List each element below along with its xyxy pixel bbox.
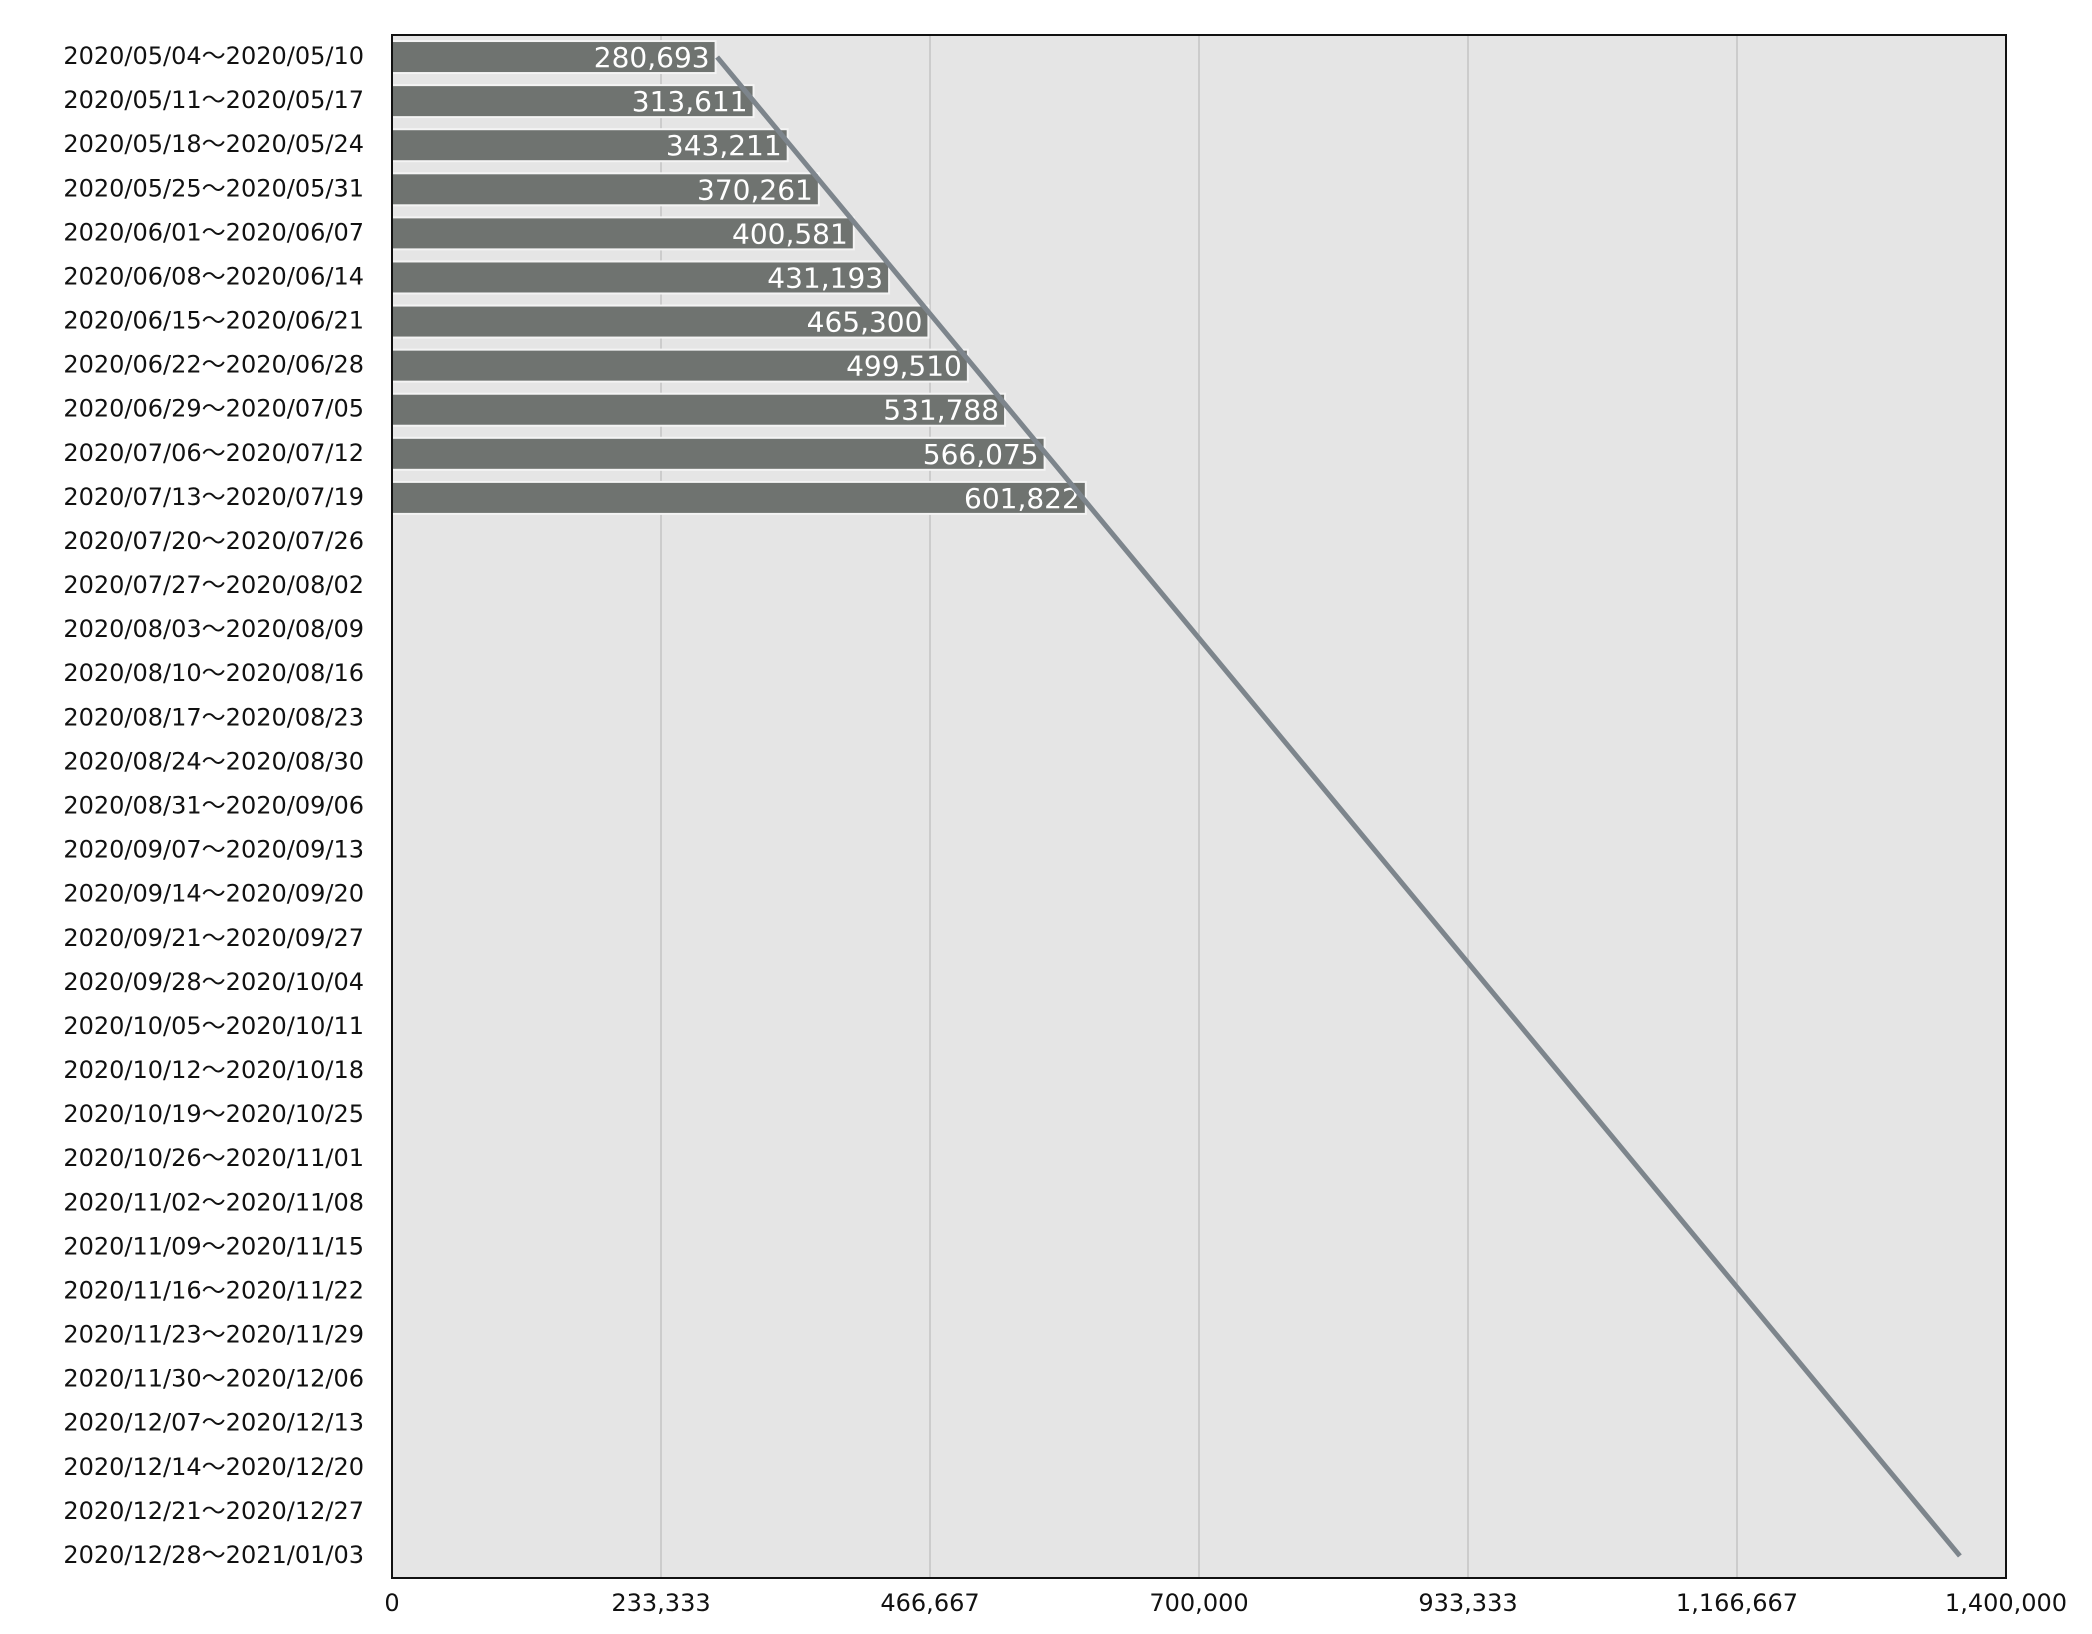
- value-label: 370,261: [697, 173, 813, 206]
- y-tick-label: 2020/06/08～2020/06/14: [63, 262, 364, 290]
- y-tick-label: 2020/05/04～2020/05/10: [63, 42, 364, 70]
- value-label: 431,193: [767, 261, 883, 294]
- value-label: 400,581: [732, 217, 848, 250]
- y-tick-label: 2020/09/28～2020/10/04: [63, 968, 364, 996]
- y-tick-label: 2020/12/28～2021/01/03: [63, 1541, 364, 1569]
- x-tick-label: 1,166,667: [1676, 1589, 1798, 1617]
- y-tick-label: 2020/10/26～2020/11/01: [63, 1144, 364, 1172]
- y-tick-label: 2020/07/27～2020/08/02: [63, 571, 364, 599]
- bar: [391, 392, 1007, 427]
- y-tick-label: 2020/07/20～2020/07/26: [63, 527, 364, 555]
- x-tick-label: 1,400,000: [1945, 1589, 2067, 1617]
- y-tick-label: 2020/06/22～2020/06/28: [63, 351, 364, 379]
- value-label: 601,822: [964, 482, 1080, 515]
- y-tick-label: 2020/12/07～2020/12/13: [63, 1409, 364, 1437]
- x-tick-label: 700,000: [1149, 1589, 1248, 1617]
- y-tick-label: 2020/09/21～2020/09/27: [63, 924, 364, 952]
- plot-border: [391, 34, 2007, 1579]
- y-tick-label: 2020/12/14～2020/12/20: [63, 1453, 364, 1481]
- y-tick-label: 2020/08/31～2020/09/06: [63, 792, 364, 820]
- value-label: 343,211: [666, 129, 782, 162]
- trend-line: [715, 55, 1962, 1558]
- x-tick-label: 466,667: [880, 1589, 979, 1617]
- y-tick-label: 2020/09/07～2020/09/13: [63, 836, 364, 864]
- x-tick-label: 0: [384, 1589, 399, 1617]
- value-label: 465,300: [807, 306, 923, 339]
- y-tick-label: 2020/10/05～2020/10/11: [63, 1012, 364, 1040]
- y-tick-label: 2020/06/29～2020/07/05: [63, 395, 364, 423]
- y-tick-label: 2020/11/23～2020/11/29: [63, 1321, 364, 1349]
- y-tick-label: 2020/09/14～2020/09/20: [63, 880, 364, 908]
- value-label: 499,510: [846, 350, 962, 383]
- y-tick-label: 2020/12/21～2020/12/27: [63, 1497, 364, 1525]
- x-tick-label: 233,333: [611, 1589, 710, 1617]
- y-tick-label: 2020/06/01～2020/06/07: [63, 218, 364, 246]
- y-tick-label: 2020/11/09～2020/11/15: [63, 1232, 364, 1260]
- y-tick-label: 2020/11/30～2020/12/06: [63, 1365, 364, 1393]
- value-label: 531,788: [883, 394, 999, 427]
- value-label: 313,611: [632, 85, 748, 118]
- y-tick-label: 2020/05/11～2020/05/17: [63, 86, 364, 114]
- y-tick-label: 2020/08/10～2020/08/16: [63, 659, 364, 687]
- y-tick-label: 2020/07/13～2020/07/19: [63, 483, 364, 511]
- y-tick-label: 2020/11/02～2020/11/08: [63, 1188, 364, 1216]
- y-tick-label: 2020/10/19～2020/10/25: [63, 1100, 364, 1128]
- y-tick-label: 2020/10/12～2020/10/18: [63, 1056, 364, 1084]
- value-label: 566,075: [923, 438, 1039, 471]
- value-label: 280,693: [594, 41, 710, 74]
- y-tick-label: 2020/08/03～2020/08/09: [63, 615, 364, 643]
- y-tick-label: 2020/05/18～2020/05/24: [63, 130, 364, 158]
- y-tick-label: 2020/08/24～2020/08/30: [63, 747, 364, 775]
- y-tick-label: 2020/05/25～2020/05/31: [63, 174, 364, 202]
- bar: [391, 304, 930, 339]
- y-tick-label: 2020/11/16～2020/11/22: [63, 1276, 364, 1304]
- y-tick-label: 2020/07/06～2020/07/12: [63, 439, 364, 467]
- bar: [391, 40, 717, 75]
- bar: [391, 480, 1087, 515]
- x-tick-label: 933,333: [1418, 1589, 1517, 1617]
- y-tick-label: 2020/06/15～2020/06/21: [63, 307, 364, 335]
- bar: [391, 348, 969, 383]
- y-tick-label: 2020/08/17～2020/08/23: [63, 703, 364, 731]
